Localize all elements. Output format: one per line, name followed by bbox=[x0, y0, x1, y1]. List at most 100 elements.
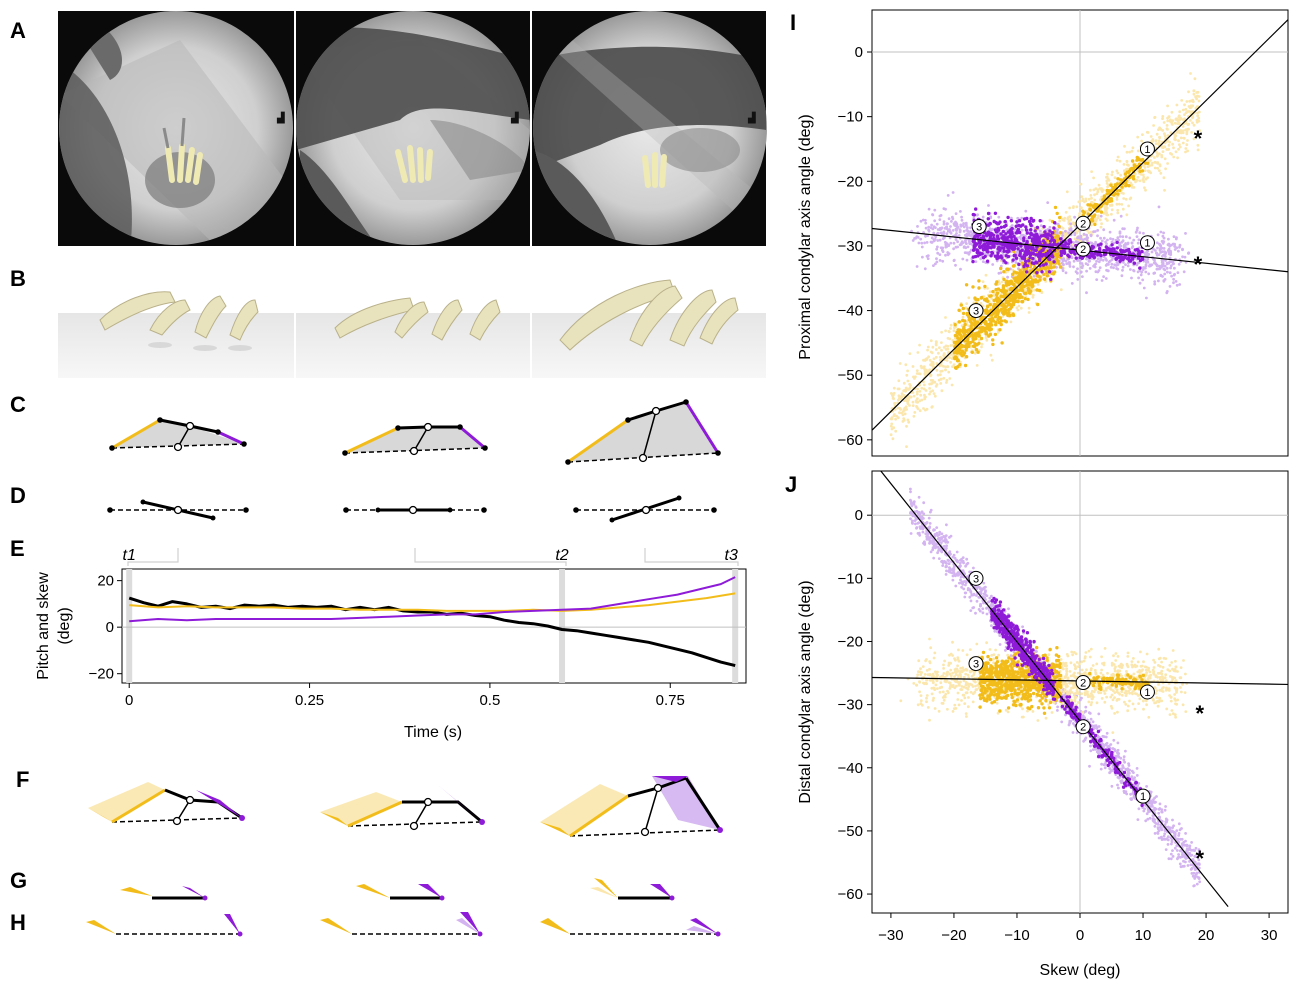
data-point bbox=[1049, 240, 1052, 243]
data-point bbox=[940, 378, 943, 381]
plane-diagram bbox=[88, 782, 245, 825]
data-point bbox=[1000, 341, 1003, 344]
data-point bbox=[1112, 739, 1115, 742]
data-point bbox=[1115, 169, 1118, 172]
data-point bbox=[1131, 242, 1134, 245]
data-point bbox=[1111, 785, 1114, 788]
data-point bbox=[994, 333, 997, 336]
data-point bbox=[1121, 241, 1124, 244]
data-point bbox=[893, 387, 896, 390]
data-point bbox=[1146, 252, 1149, 255]
data-point bbox=[1161, 146, 1164, 149]
data-point bbox=[906, 370, 909, 373]
time-marker-band bbox=[559, 569, 565, 683]
data-point bbox=[940, 214, 943, 217]
data-point bbox=[1144, 271, 1147, 274]
data-point bbox=[1144, 169, 1147, 172]
data-point bbox=[1006, 250, 1009, 253]
time-marker-band bbox=[126, 569, 132, 683]
data-point bbox=[1186, 110, 1189, 113]
data-point bbox=[927, 355, 930, 358]
data-point bbox=[1166, 290, 1169, 293]
data-point bbox=[1073, 232, 1076, 235]
data-point bbox=[1137, 249, 1140, 252]
data-point bbox=[966, 226, 969, 229]
data-point bbox=[1137, 277, 1140, 280]
data-point bbox=[943, 223, 946, 226]
data-point bbox=[1156, 167, 1159, 170]
data-point bbox=[1069, 265, 1072, 268]
data-point bbox=[1116, 198, 1119, 201]
data-point bbox=[1154, 261, 1157, 264]
data-point bbox=[969, 226, 972, 229]
data-point bbox=[996, 254, 999, 257]
data-point bbox=[1066, 190, 1069, 193]
data-point bbox=[987, 212, 990, 215]
data-point bbox=[1179, 129, 1182, 132]
data-point bbox=[1038, 275, 1041, 278]
data-point bbox=[1129, 198, 1132, 201]
data-point bbox=[1158, 139, 1161, 142]
data-point bbox=[1096, 253, 1099, 256]
data-point bbox=[1110, 266, 1113, 269]
data-point bbox=[1005, 299, 1008, 302]
data-point bbox=[1116, 246, 1119, 249]
data-point bbox=[1072, 241, 1075, 244]
data-point bbox=[906, 399, 909, 402]
data-point bbox=[947, 371, 950, 374]
data-point bbox=[1100, 215, 1103, 218]
data-point bbox=[988, 328, 991, 331]
data-point bbox=[1128, 259, 1131, 262]
data-point bbox=[924, 222, 927, 225]
data-point bbox=[975, 260, 978, 263]
data-point bbox=[1036, 303, 1039, 306]
data-point bbox=[1025, 284, 1028, 287]
data-point bbox=[1149, 171, 1152, 174]
data-point bbox=[976, 254, 979, 257]
data-point bbox=[1172, 855, 1175, 858]
data-point bbox=[951, 216, 954, 219]
data-point bbox=[1156, 133, 1159, 136]
data-point bbox=[987, 323, 990, 326]
data-point bbox=[1079, 262, 1082, 265]
data-point bbox=[963, 230, 966, 233]
phase-marker-label: 1 bbox=[1144, 238, 1150, 250]
data-point bbox=[1140, 159, 1143, 162]
data-point bbox=[965, 558, 968, 561]
data-point bbox=[1100, 210, 1103, 213]
data-point bbox=[1056, 234, 1059, 237]
data-point bbox=[976, 364, 979, 367]
data-point bbox=[1110, 213, 1113, 216]
data-point bbox=[1091, 247, 1094, 250]
data-point bbox=[982, 216, 985, 219]
data-point bbox=[892, 437, 895, 440]
data-point bbox=[953, 363, 956, 366]
data-point bbox=[1163, 176, 1166, 179]
data-point bbox=[927, 229, 930, 232]
data-point bbox=[1125, 213, 1128, 216]
data-point bbox=[1161, 255, 1164, 258]
proximal-scatter-chart: 123123** 0−10−20−30−40−50−60 Proximal co… bbox=[797, 10, 1288, 456]
data-point bbox=[909, 517, 912, 520]
data-point bbox=[1115, 264, 1118, 267]
data-point bbox=[1011, 245, 1014, 248]
data-point bbox=[1012, 283, 1015, 286]
data-point bbox=[1106, 173, 1109, 176]
data-point bbox=[1052, 260, 1055, 263]
data-point bbox=[1153, 280, 1156, 283]
data-point bbox=[1183, 137, 1186, 140]
data-point bbox=[934, 235, 937, 238]
data-point bbox=[1165, 848, 1168, 851]
data-point bbox=[1060, 288, 1063, 291]
data-point bbox=[943, 220, 946, 223]
data-point bbox=[1153, 283, 1156, 286]
data-point bbox=[962, 327, 965, 330]
skew-diagram bbox=[540, 918, 721, 937]
data-point bbox=[989, 232, 992, 235]
data-point bbox=[969, 328, 972, 331]
data-point bbox=[1159, 246, 1162, 249]
data-point bbox=[1000, 319, 1003, 322]
data-point bbox=[971, 351, 974, 354]
data-point bbox=[1064, 260, 1067, 263]
data-point bbox=[1129, 268, 1132, 271]
